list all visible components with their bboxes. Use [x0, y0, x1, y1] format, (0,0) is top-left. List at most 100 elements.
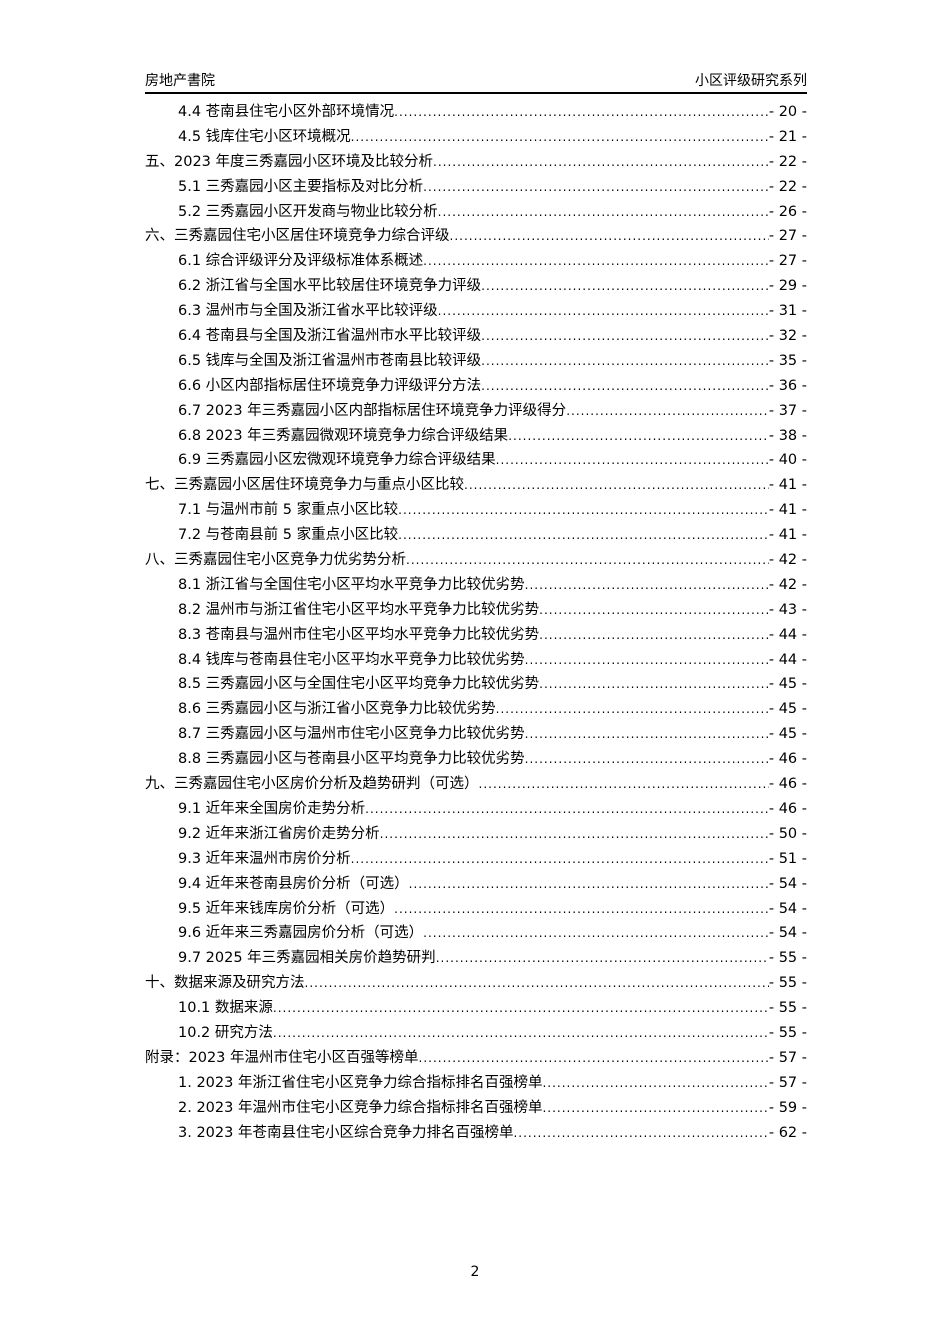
toc-entry[interactable]: 6.1 综合评级评分及评级标准体系概述 - 27 -: [145, 249, 807, 274]
toc-entry[interactable]: 6.7 2023 年三秀嘉园小区内部指标居住环境竞争力评级得分 - 37 -: [145, 399, 807, 424]
dot-leader: [419, 1046, 769, 1071]
toc-entry[interactable]: 6.6 小区内部指标居住环境竞争力评级评分方法 - 36 -: [145, 374, 807, 399]
toc-entry-title: 10.2 研究方法: [178, 1024, 273, 1041]
toc-entry-title: 6.7 2023 年三秀嘉园小区内部指标居住环境竞争力评级得分: [178, 402, 567, 419]
page-number: 2: [470, 1264, 480, 1280]
toc-entry-page: - 51 -: [768, 850, 807, 867]
toc-entry-page: - 45 -: [768, 726, 807, 743]
toc-entry-page: - 45 -: [768, 676, 807, 693]
toc-entry[interactable]: 9.5 近年来钱库房价分析（可选） - 54 -: [145, 897, 807, 922]
toc-entry-title: 6.1 综合评级评分及评级标准体系概述: [178, 253, 424, 270]
toc-entry-title: 6.6 小区内部指标居住环境竞争力评级评分方法: [178, 377, 482, 394]
dot-leader: [423, 175, 769, 200]
dot-leader: [525, 722, 769, 747]
toc-entry-page: - 46 -: [768, 800, 807, 817]
toc-entry[interactable]: 10.1 数据来源 - 55 -: [145, 996, 807, 1021]
toc-entry[interactable]: 5.2 三秀嘉园小区开发商与物业比较分析 - 26 -: [145, 200, 807, 225]
toc-entry[interactable]: 8.7 三秀嘉园小区与温州市住宅小区竞争力比较优劣势 - 45 -: [145, 722, 807, 747]
toc-entry[interactable]: 6.3 温州市与全国及浙江省水平比较评级 - 31 -: [145, 299, 807, 324]
toc-entry[interactable]: 八、三秀嘉园住宅小区竞争力优劣势分析 - 42 -: [145, 548, 807, 573]
toc-entry-page: - 36 -: [768, 377, 807, 394]
toc-entry[interactable]: 4.4 苍南县住宅小区外部环境情况 - 20 -: [145, 100, 807, 125]
dot-leader: [481, 274, 769, 299]
toc-entry-title: 9.3 近年来温州市房价分析: [178, 850, 351, 867]
dot-leader: [305, 971, 769, 996]
toc-entry-page: - 31 -: [768, 303, 807, 320]
toc-entry-page: - 57 -: [768, 1049, 807, 1066]
toc-entry-page: - 38 -: [768, 427, 807, 444]
toc-entry[interactable]: 七、三秀嘉园小区居住环境竞争力与重点小区比较 - 41 -: [145, 473, 807, 498]
toc-entry-page: - 22 -: [768, 153, 807, 170]
toc-entry[interactable]: 3. 2023 年苍南县住宅小区综合竞争力排名百强榜单 - 62 -: [145, 1121, 807, 1146]
toc-entry-page: - 40 -: [768, 452, 807, 469]
dot-leader: [433, 150, 769, 175]
dot-leader: [566, 399, 769, 424]
toc-entry-page: - 43 -: [768, 601, 807, 618]
dot-leader: [481, 374, 769, 399]
toc-entry-title: 9.4 近年来苍南县房价分析（可选）: [178, 875, 409, 892]
toc-entry-page: - 46 -: [768, 751, 807, 768]
toc-entry[interactable]: 8.3 苍南县与温州市住宅小区平均水平竞争力比较优劣势 - 44 -: [145, 623, 807, 648]
toc-entry-title: 9.6 近年来三秀嘉园房价分析（可选）: [178, 925, 424, 942]
toc-entry[interactable]: 9.4 近年来苍南县房价分析（可选） - 54 -: [145, 872, 807, 897]
toc-entry[interactable]: 6.9 三秀嘉园小区宏微观环境竞争力综合评级结果 - 40 -: [145, 448, 807, 473]
toc-entry-page: - 42 -: [768, 576, 807, 593]
dot-leader: [539, 623, 769, 648]
dot-leader: [273, 996, 769, 1021]
toc-entry[interactable]: 7.1 与温州市前 5 家重点小区比较 - 41 -: [145, 498, 807, 523]
dot-leader: [496, 448, 769, 473]
toc-entry[interactable]: 九、三秀嘉园住宅小区房价分析及趋势研判（可选） - 46 -: [145, 772, 807, 797]
toc-entry[interactable]: 9.6 近年来三秀嘉园房价分析（可选） - 54 -: [145, 921, 807, 946]
toc-entry[interactable]: 4.5 钱库住宅小区环境概况 - 21 -: [145, 125, 807, 150]
toc-entry[interactable]: 8.5 三秀嘉园小区与全国住宅小区平均竞争力比较优劣势 - 45 -: [145, 672, 807, 697]
toc-entry-title: 3. 2023 年苍南县住宅小区综合竞争力排名百强榜单: [178, 1124, 514, 1141]
toc-entry[interactable]: 8.8 三秀嘉园小区与苍南县小区平均竞争力比较优劣势 - 46 -: [145, 747, 807, 772]
toc-entry-title: 9.1 近年来全国房价走势分析: [178, 800, 366, 817]
toc-entry[interactable]: 8.1 浙江省与全国住宅小区平均水平竞争力比较优劣势 - 42 -: [145, 573, 807, 598]
toc-entry[interactable]: 6.8 2023 年三秀嘉园微观环境竞争力综合评级结果 - 38 -: [145, 424, 807, 449]
toc-entry-page: - 62 -: [768, 1124, 807, 1141]
toc-entry[interactable]: 附录：2023 年温州市住宅小区百强等榜单 - 57 -: [145, 1046, 807, 1071]
toc-entry[interactable]: 2. 2023 年温州市住宅小区竞争力综合指标排名百强榜单 - 59 -: [145, 1096, 807, 1121]
toc-entry[interactable]: 1. 2023 年浙江省住宅小区竞争力综合指标排名百强榜单 - 57 -: [145, 1071, 807, 1096]
toc-entry[interactable]: 5.1 三秀嘉园小区主要指标及对比分析 - 22 -: [145, 175, 807, 200]
toc-entry-page: - 55 -: [768, 975, 807, 992]
toc-entry[interactable]: 五、2023 年度三秀嘉园小区环境及比较分析 - 22 -: [145, 150, 807, 175]
toc-entry[interactable]: 10.2 研究方法 - 55 -: [145, 1021, 807, 1046]
toc-entry[interactable]: 8.4 钱库与苍南县住宅小区平均水平竞争力比较优劣势 - 44 -: [145, 648, 807, 673]
toc-entry-page: - 20 -: [768, 104, 807, 120]
dot-leader: [525, 573, 769, 598]
dot-leader: [481, 324, 769, 349]
toc-entry[interactable]: 6.2 浙江省与全国水平比较居住环境竞争力评级 - 29 -: [145, 274, 807, 299]
toc-entry-title: 8.2 温州市与浙江省住宅小区平均水平竞争力比较优劣势: [178, 601, 540, 618]
toc-entry[interactable]: 8.2 温州市与浙江省住宅小区平均水平竞争力比较优劣势 - 43 -: [145, 598, 807, 623]
toc-entry[interactable]: 9.1 近年来全国房价走势分析 - 46 -: [145, 797, 807, 822]
toc-entry[interactable]: 6.5 钱库与全国及浙江省温州市苍南县比较评级 - 35 -: [145, 349, 807, 374]
toc-entry-title: 8.4 钱库与苍南县住宅小区平均水平竞争力比较优劣势: [178, 651, 525, 668]
toc-entry-title: 10.1 数据来源: [178, 1000, 273, 1017]
toc-entry[interactable]: 7.2 与苍南县前 5 家重点小区比较 - 41 -: [145, 523, 807, 548]
toc-entry-page: - 45 -: [768, 701, 807, 718]
toc-entry-page: - 27 -: [768, 228, 807, 245]
dot-leader: [351, 847, 769, 872]
toc-entry-title: 4.4 苍南县住宅小区外部环境情况: [178, 104, 395, 120]
toc-entry[interactable]: 9.2 近年来浙江省房价走势分析 - 50 -: [145, 822, 807, 847]
toc-entry[interactable]: 9.3 近年来温州市房价分析 - 51 -: [145, 847, 807, 872]
toc-entry[interactable]: 6.4 苍南县与全国及浙江省温州市水平比较评级 - 32 -: [145, 324, 807, 349]
toc-entry[interactable]: 9.7 2025 年三秀嘉园相关房价趋势研判 - 55 -: [145, 946, 807, 971]
toc-entry[interactable]: 8.6 三秀嘉园小区与浙江省小区竞争力比较优劣势 - 45 -: [145, 697, 807, 722]
toc-entry-page: - 42 -: [768, 552, 807, 569]
toc-entry-page: - 26 -: [768, 203, 807, 220]
toc-entry-page: - 21 -: [768, 128, 807, 145]
toc-entry-page: - 46 -: [768, 776, 807, 793]
toc-entry[interactable]: 六、三秀嘉园住宅小区居住环境竞争力综合评级 - 27 -: [145, 224, 807, 249]
toc-entry[interactable]: 十、数据来源及研究方法 - 55 -: [145, 971, 807, 996]
toc-entry-page: - 55 -: [768, 1000, 807, 1017]
toc-entry-title: 8.7 三秀嘉园小区与温州市住宅小区竞争力比较优劣势: [178, 726, 525, 743]
toc-entry-page: - 29 -: [768, 278, 807, 295]
dot-leader: [539, 672, 769, 697]
dot-leader: [394, 897, 769, 922]
toc-entry-title: 1. 2023 年浙江省住宅小区竞争力综合指标排名百强榜单: [178, 1074, 543, 1091]
toc-entry-title: 9.7 2025 年三秀嘉园相关房价趋势研判: [178, 950, 436, 967]
toc-entry-page: - 35 -: [768, 352, 807, 369]
